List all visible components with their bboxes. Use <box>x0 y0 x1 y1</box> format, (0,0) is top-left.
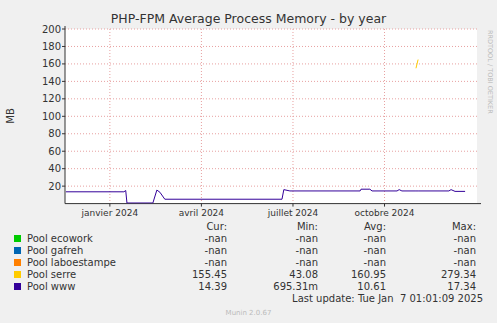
legend-stat: 17.34 <box>447 281 476 292</box>
grid-line <box>65 63 477 64</box>
tick-label: 40 <box>48 163 61 174</box>
tick-label: janvier 2024 <box>81 208 139 218</box>
legend-stat: -nan <box>205 245 227 256</box>
grid-line <box>65 186 477 187</box>
grid-line <box>65 98 477 99</box>
grid-line <box>65 81 477 82</box>
series-group <box>66 60 465 203</box>
legend-swatch <box>14 247 21 254</box>
legend-header: Avg: <box>364 221 386 232</box>
chart: PHP-FPM Average Process Memory - by year… <box>0 0 497 323</box>
legend-stat: 155.45 <box>192 269 227 280</box>
grid-line <box>65 46 477 47</box>
tick-label: 20 <box>48 181 61 192</box>
grid-line <box>201 29 202 204</box>
tick-label: octobre 2024 <box>355 208 415 218</box>
legend-stat: -nan <box>454 245 476 256</box>
grid-line <box>292 29 293 204</box>
legend-label: Pool laboestampe <box>27 257 116 268</box>
y-axis <box>65 26 66 204</box>
legend-label: Pool serre <box>27 269 76 280</box>
series-line <box>66 189 465 203</box>
legend-stat: -nan <box>454 233 476 244</box>
legend-stat: 43.08 <box>289 269 318 280</box>
tick-label: 60 <box>48 146 61 157</box>
background <box>0 0 497 323</box>
plot-area <box>65 29 477 204</box>
legend-header: Cur: <box>206 221 227 232</box>
y-label: MB <box>5 108 16 124</box>
legend-stat: -nan <box>296 257 318 268</box>
legend-stat: 160.95 <box>351 269 386 280</box>
legend-label: Pool ecowork <box>27 233 93 244</box>
series-line <box>416 60 418 69</box>
legend-stat: -nan <box>205 233 227 244</box>
tick-label: 180 <box>42 41 61 52</box>
tick-label: 200 <box>42 24 61 35</box>
legend-stat: 10.61 <box>357 281 386 292</box>
grid-line <box>65 29 477 30</box>
tick-label: avril 2024 <box>179 208 225 218</box>
legend-swatch <box>14 259 21 266</box>
legend-stat: -nan <box>454 257 476 268</box>
legend-stat: 279.34 <box>441 269 476 280</box>
tick-label: juillet 2024 <box>267 208 319 218</box>
legend-stat: -nan <box>364 245 386 256</box>
last-update: Last update: Tue Jan 7 01:01:09 2025 <box>292 293 483 304</box>
legend-header: Min: <box>297 221 318 232</box>
legend-stat: -nan <box>296 233 318 244</box>
grid-line <box>65 151 477 152</box>
grid-line <box>65 116 477 117</box>
legend-stat: 14.39 <box>198 281 227 292</box>
legend-stat: -nan <box>364 233 386 244</box>
legend-header: Max: <box>452 221 476 232</box>
grid-line <box>109 29 110 204</box>
tick-label: 120 <box>42 93 61 104</box>
legend-swatch <box>14 235 21 242</box>
grid-line <box>384 29 385 204</box>
legend-stat: -nan <box>296 245 318 256</box>
footer: Munin 2.0.67 <box>226 309 272 317</box>
grid-line <box>65 168 477 169</box>
tick-label: 140 <box>42 76 61 87</box>
legend-swatch <box>14 271 21 278</box>
watermark: RRDTOOL / TOBI OETIKER <box>486 30 494 114</box>
tick-label: 160 <box>42 58 61 69</box>
title: PHP-FPM Average Process Memory - by year <box>111 11 387 26</box>
tick-label: 80 <box>48 128 61 139</box>
legend-label: Pool gafreh <box>27 245 83 256</box>
legend-stat: -nan <box>364 257 386 268</box>
grid-line <box>65 133 477 134</box>
legend-stat: -nan <box>205 257 227 268</box>
tick-label: 100 <box>42 111 61 122</box>
legend-swatch <box>14 283 21 290</box>
legend-label: Pool www <box>27 281 75 292</box>
legend-stat: 695.31m <box>273 281 318 292</box>
